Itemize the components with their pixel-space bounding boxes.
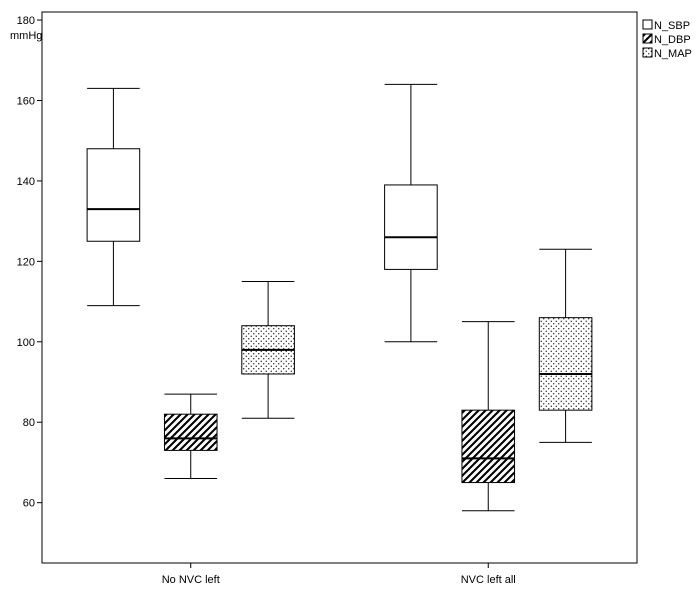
- legend: N_SBP N_DBP N_MAP: [642, 19, 692, 60]
- y-tick-label: 140: [17, 176, 35, 188]
- legend-label: N_SBP: [654, 20, 690, 32]
- y-tick-label: 160: [17, 95, 35, 107]
- box-series-group: [86, 83, 593, 512]
- legend-swatch: [642, 33, 653, 44]
- x-category-label: NVC left all: [461, 574, 516, 586]
- y-tick-label: 100: [17, 337, 35, 349]
- y-tick-label: 120: [17, 256, 35, 268]
- box-n-map: [241, 280, 295, 419]
- box-n-sbp: [384, 83, 438, 343]
- iqr-box: [163, 413, 218, 451]
- iqr-box: [461, 409, 516, 484]
- y-tick-label: 180: [17, 15, 35, 27]
- box-n-sbp: [86, 87, 141, 307]
- x-axis: No NVC left NVC left all: [162, 563, 516, 586]
- box-n-dbp: [461, 321, 516, 512]
- y-axis-unit-label: mmHg: [10, 30, 42, 42]
- y-tick-label: 60: [23, 498, 35, 510]
- legend-label: N_MAP: [654, 48, 692, 60]
- box-n-dbp: [163, 393, 218, 480]
- legend-swatch: [642, 19, 653, 30]
- x-category-label: No NVC left: [162, 574, 220, 586]
- legend-label: N_DBP: [654, 34, 691, 46]
- plot-area-frame: [41, 11, 638, 564]
- box-n-map: [538, 248, 593, 443]
- iqr-box: [86, 148, 141, 242]
- y-axis: 60 80 100 120 140 160 180: [17, 15, 42, 510]
- y-tick-label: 80: [23, 417, 35, 429]
- legend-swatch: [642, 47, 653, 58]
- iqr-box: [538, 317, 593, 411]
- iqr-box: [384, 184, 438, 270]
